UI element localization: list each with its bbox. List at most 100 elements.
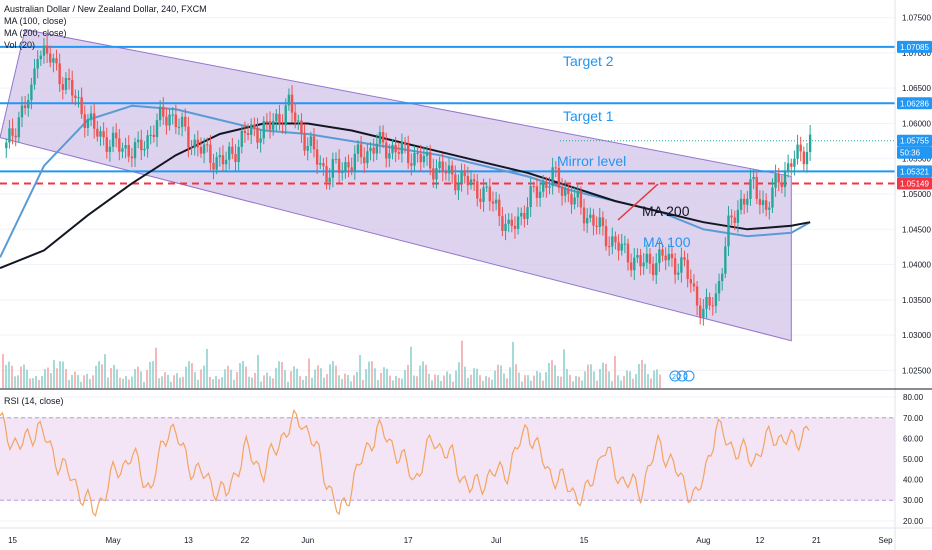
volume-bar — [56, 368, 58, 388]
candle-body — [749, 179, 752, 199]
candle-body — [58, 63, 61, 85]
volume-bar — [314, 369, 316, 388]
candle-body — [542, 182, 545, 192]
candle-body — [507, 219, 510, 224]
candle-body — [20, 105, 24, 118]
candle-body — [601, 217, 605, 227]
candle-body — [231, 146, 234, 155]
candle-body — [532, 186, 535, 188]
events-badge[interactable]: 2 2 2 — [669, 370, 695, 382]
volume-bar — [614, 355, 616, 388]
candle-body — [422, 155, 426, 163]
candle-body — [554, 167, 557, 169]
rsi-title[interactable]: RSI (14, close) — [4, 396, 64, 406]
rsi-line — [0, 408, 810, 517]
volume-bar — [518, 372, 520, 388]
volume-bar — [335, 365, 337, 388]
volume-bar — [20, 366, 22, 388]
volume-bar — [221, 377, 223, 388]
candle-body — [545, 182, 548, 188]
volume-bar — [290, 371, 292, 388]
volume-bar — [590, 364, 592, 388]
candle-body — [463, 170, 466, 177]
indicator-volume[interactable]: Vol (20) — [4, 40, 36, 50]
volume-bar — [527, 375, 529, 388]
candle-body — [777, 174, 780, 183]
price-tick-label: 1.05000 — [902, 190, 931, 199]
candle-body — [174, 114, 178, 128]
candle-body — [127, 145, 130, 157]
candle-body — [598, 217, 601, 227]
candle-body — [212, 162, 215, 170]
volume-bar — [626, 370, 628, 388]
volume-bar — [383, 367, 385, 388]
candle-body — [165, 116, 168, 126]
candle-body — [758, 198, 762, 205]
volume-bar — [656, 369, 658, 388]
volume-bar — [443, 375, 445, 388]
volume-bar — [53, 359, 55, 388]
candle-body — [234, 154, 237, 163]
volume-bar — [347, 374, 349, 388]
volume-bar — [233, 379, 235, 388]
time-tick-label: May — [105, 536, 120, 545]
candle-body — [171, 114, 174, 116]
candle-body — [199, 147, 203, 154]
volume-bar — [380, 372, 382, 388]
volume-bar — [503, 373, 505, 388]
volume-bar — [146, 370, 148, 388]
price-label-tag: 1.07085 — [897, 40, 932, 53]
candle-body — [45, 45, 49, 54]
volume-bar — [524, 375, 526, 388]
time-tick-label: 13 — [184, 536, 193, 545]
rsi-tick-label: 20.00 — [903, 517, 924, 526]
candle-body — [645, 253, 649, 263]
price-tick-label: 1.04000 — [902, 261, 931, 270]
candle-body — [607, 246, 611, 248]
volume-bar — [509, 367, 511, 388]
time-tick-label: 22 — [240, 536, 249, 545]
volume-bar — [422, 361, 424, 388]
volume-bar — [632, 378, 634, 388]
candle-body — [479, 198, 482, 202]
candle-body — [742, 198, 746, 205]
volume-bar — [623, 375, 625, 388]
candle-body — [118, 138, 121, 152]
candle-body — [755, 176, 758, 199]
volume-bar — [584, 371, 586, 388]
candle-body — [341, 171, 344, 173]
candle-body — [143, 148, 146, 151]
candle-body — [49, 53, 52, 63]
volume-bar — [200, 369, 202, 388]
candle-body — [692, 283, 696, 287]
candle-body — [228, 146, 231, 160]
price-label-text: 50:36 — [900, 149, 921, 158]
candle-body — [617, 242, 620, 251]
candle-body — [407, 144, 410, 164]
indicator-ma200[interactable]: MA (200, close) — [4, 28, 67, 38]
candle-body — [262, 121, 265, 139]
candle-body — [350, 167, 353, 171]
candle-body — [99, 131, 102, 137]
indicator-ma100[interactable]: MA (100, close) — [4, 16, 67, 26]
candle-body — [237, 146, 240, 163]
candle-body — [218, 155, 221, 158]
candle-body — [538, 191, 542, 198]
candle-body — [444, 171, 448, 174]
price-label-tag: 1.05755 — [897, 134, 932, 147]
candle-body — [344, 162, 347, 172]
volume-bar — [86, 373, 88, 388]
price-tick-label: 1.02500 — [902, 366, 931, 375]
volume-bar — [641, 360, 643, 388]
symbol-title[interactable]: Australian Dollar / New Zealand Dollar, … — [4, 4, 207, 14]
candle-body — [771, 187, 774, 208]
candle-body — [196, 139, 200, 148]
candle-body — [243, 130, 247, 134]
volume-bar — [485, 376, 487, 388]
volume-bar — [437, 375, 439, 388]
candle-body — [162, 106, 165, 117]
volume-bar — [224, 369, 226, 388]
volume-bar — [479, 375, 481, 388]
volume-bar — [434, 374, 436, 388]
volume-bar — [593, 371, 595, 388]
